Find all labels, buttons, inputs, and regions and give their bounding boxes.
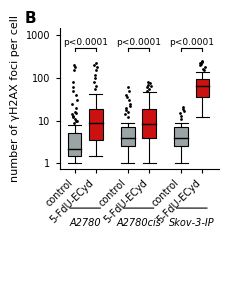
Bar [142, 109, 155, 138]
Bar [120, 127, 134, 146]
Y-axis label: number of γH2AX foci per cell: number of γH2AX foci per cell [11, 15, 20, 182]
Bar [195, 79, 208, 98]
Text: p<0.0001: p<0.0001 [115, 38, 160, 47]
Bar [67, 134, 81, 156]
Text: A2780cis: A2780cis [116, 218, 160, 228]
Text: p<0.0001: p<0.0001 [62, 38, 107, 47]
Bar [173, 127, 187, 146]
Text: B: B [24, 11, 36, 26]
Text: A2780: A2780 [69, 218, 101, 228]
Text: Skov-3-IP: Skov-3-IP [168, 218, 214, 228]
Bar [89, 109, 102, 140]
Text: p<0.0001: p<0.0001 [169, 38, 213, 47]
